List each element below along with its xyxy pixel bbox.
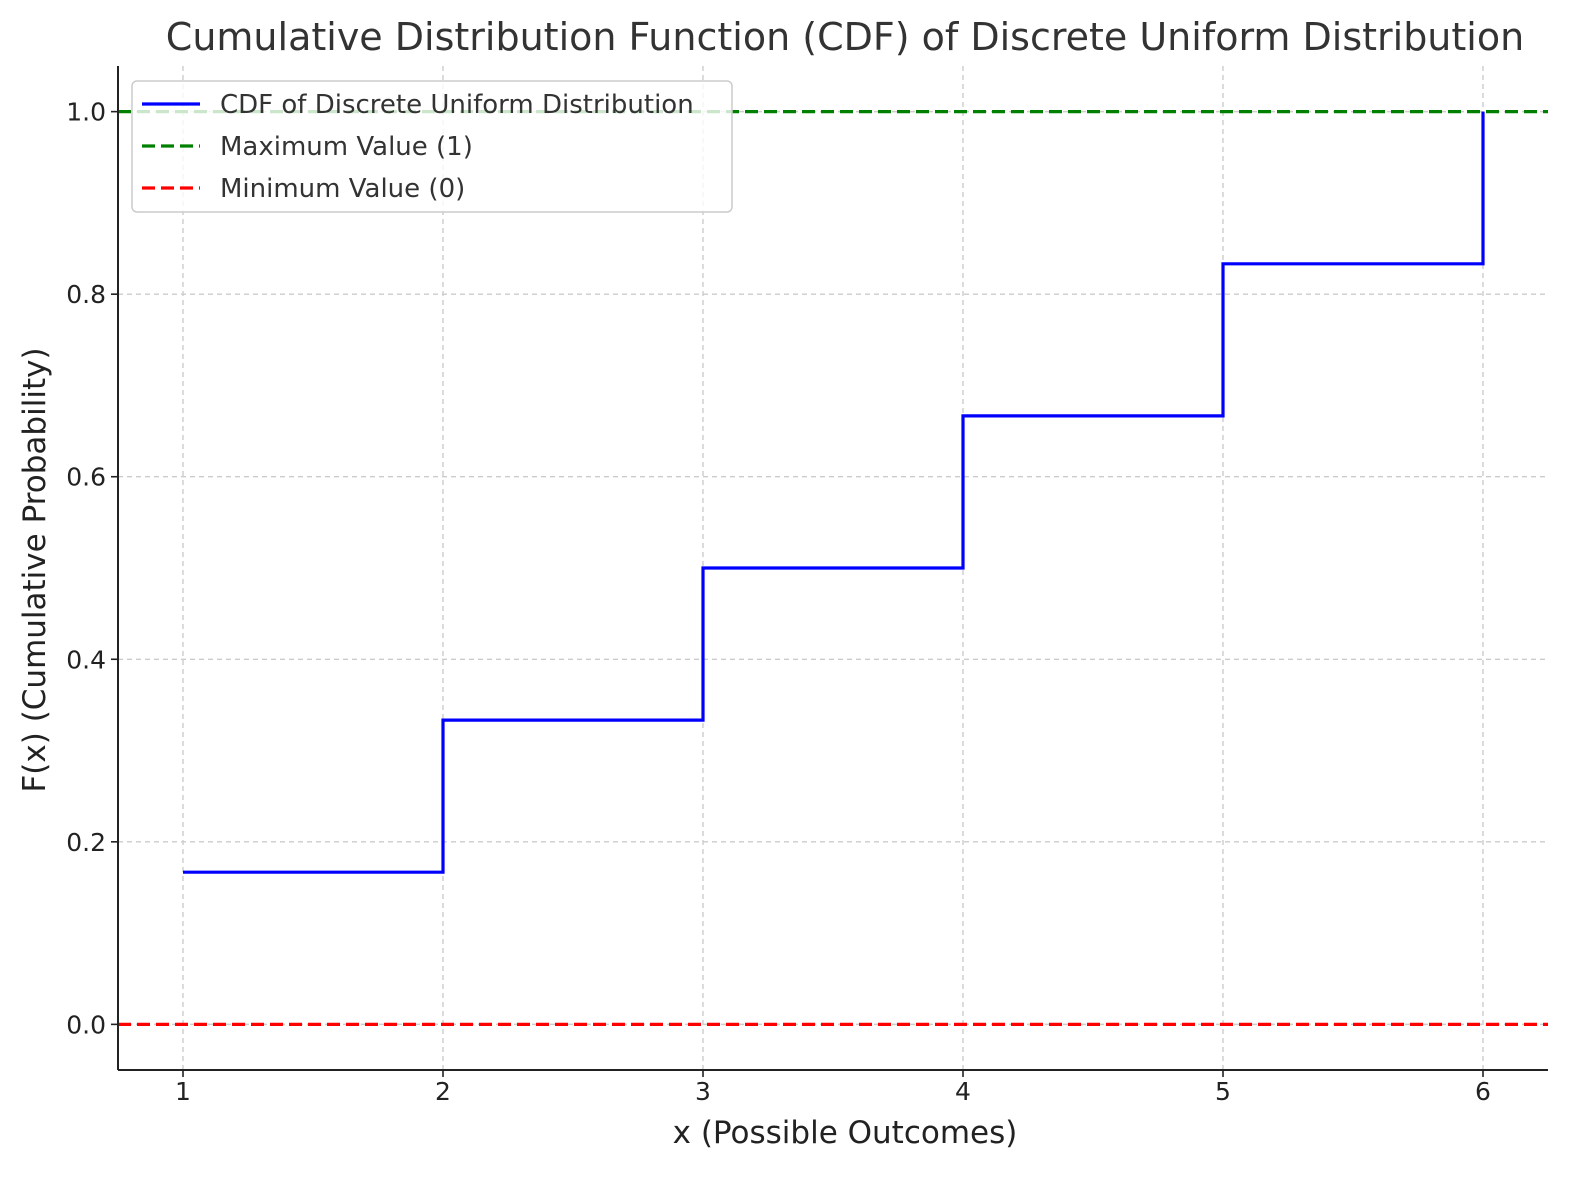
- y-tick-label: 0.4: [66, 645, 106, 674]
- x-axis-label: x (Possible Outcomes): [673, 1115, 1018, 1151]
- legend-label: Maximum Value (1): [220, 132, 473, 162]
- x-tick-label: 2: [435, 1077, 451, 1106]
- legend-box: [131, 80, 733, 213]
- axes: [117, 66, 1548, 1071]
- y-tick-label: 0.6: [66, 463, 106, 492]
- y-tick-label: 0.0: [66, 1010, 106, 1039]
- x-tick-label: 6: [1475, 1077, 1491, 1106]
- legend-label: CDF of Discrete Uniform Distribution: [220, 90, 694, 120]
- y-tick-label: 0.8: [66, 280, 106, 309]
- x-tick-label: 5: [1215, 1077, 1231, 1106]
- series-layer: [183, 111, 1485, 874]
- y-ticks: 0.0 0.2 0.4 0.6 0.8 1.0: [66, 98, 118, 1039]
- chart-title: Cumulative Distribution Function (CDF) o…: [166, 15, 1524, 59]
- x-ticks: 1 2 3 4 5 6: [175, 1070, 1491, 1106]
- y-tick-label: 1.0: [66, 98, 106, 127]
- x-tick-label: 4: [955, 1077, 971, 1106]
- legend-label: Minimum Value (0): [220, 174, 465, 204]
- y-axis-label: F(x) (Cumulative Probability): [17, 347, 53, 792]
- legend: CDF of Discrete Uniform Distribution Maxi…: [131, 80, 733, 213]
- x-tick-label: 3: [695, 1077, 711, 1106]
- cdf-step-line: [183, 111, 1485, 874]
- x-tick-label: 1: [175, 1077, 191, 1106]
- y-tick-label: 0.2: [66, 828, 106, 857]
